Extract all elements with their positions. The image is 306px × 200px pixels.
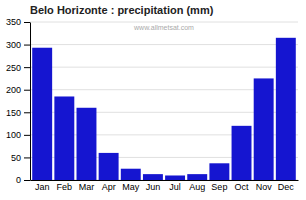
tick: Feb <box>57 182 73 192</box>
bar <box>232 126 252 180</box>
tick-mark <box>24 45 30 46</box>
bar <box>276 38 296 180</box>
tick-label: 250 <box>6 63 21 73</box>
tick-label: 300 <box>6 40 21 50</box>
tick-mark <box>24 135 30 136</box>
bar <box>187 174 207 180</box>
tick: Oct <box>235 182 250 192</box>
tick-label: Nov <box>256 182 273 192</box>
tick-mark <box>24 90 30 91</box>
tick-label: Mar <box>79 182 95 192</box>
grid-line <box>30 44 298 45</box>
tick-label: 350 <box>6 17 21 27</box>
tick-mark <box>24 157 30 158</box>
tick: Aug <box>189 182 205 192</box>
tick-label: 50 <box>11 153 21 163</box>
grid-line <box>30 22 298 23</box>
axis-line <box>31 180 299 181</box>
tick-label: Jun <box>146 182 161 192</box>
tick: 300 <box>6 40 30 50</box>
title: Belo Horizonte : precipitation (mm) <box>30 4 214 16</box>
tick: 50 <box>11 153 30 163</box>
bar <box>54 96 74 180</box>
tick-mark <box>24 22 30 23</box>
tick: 0 <box>16 175 30 185</box>
tick-label: Aug <box>189 182 205 192</box>
tick: 250 <box>6 63 30 73</box>
bar <box>121 169 141 180</box>
tick: Jul <box>169 182 181 192</box>
tick-label: Jul <box>169 182 181 192</box>
plot: 050100150200250300350JanFebMarAprMayJunJ… <box>6 17 299 192</box>
bar <box>209 163 229 180</box>
tick: 100 <box>6 130 30 140</box>
tick-label: Sep <box>211 182 227 192</box>
tick-mark <box>24 67 30 68</box>
tick: Mar <box>79 182 95 192</box>
tick-label: 200 <box>6 85 21 95</box>
chart: 050100150200250300350JanFebMarAprMayJunJ… <box>0 0 306 200</box>
axis-line <box>30 23 31 181</box>
tick: Sep <box>211 182 227 192</box>
tick-label: Feb <box>57 182 73 192</box>
tick-label: 150 <box>6 108 21 118</box>
grid <box>30 22 298 180</box>
bar <box>143 174 163 180</box>
bar <box>99 153 119 180</box>
tick-label: 100 <box>6 130 21 140</box>
tick: Nov <box>256 182 273 192</box>
tick-label: Apr <box>102 182 116 192</box>
tick: Dec <box>278 182 295 192</box>
watermark: www.allmetsat.com <box>133 24 194 31</box>
tick-label: Jan <box>35 182 50 192</box>
tick-label: Oct <box>235 182 250 192</box>
tick: May <box>122 182 140 192</box>
tick: Apr <box>102 182 116 192</box>
tick: 350 <box>6 17 30 27</box>
tick: 150 <box>6 108 30 118</box>
tick-mark <box>24 180 30 181</box>
y-axis: 0 50 100 150 200 250 300 350 <box>6 17 31 185</box>
x-axis: Jan Feb Mar Apr May Jun Jul Aug Sep Oct Nov Dec <box>31 181 299 193</box>
tick-mark <box>24 112 30 113</box>
tick: 200 <box>6 85 30 95</box>
bar <box>77 108 97 180</box>
tick: Jan <box>35 182 50 192</box>
tick-label: May <box>122 182 140 192</box>
tick: Jun <box>146 182 161 192</box>
bar <box>165 175 185 180</box>
grid-line <box>30 67 298 68</box>
tick-label: 0 <box>16 175 21 185</box>
bars <box>32 38 296 180</box>
tick-label: Dec <box>278 182 295 192</box>
bar <box>254 78 274 180</box>
bar <box>32 48 52 180</box>
